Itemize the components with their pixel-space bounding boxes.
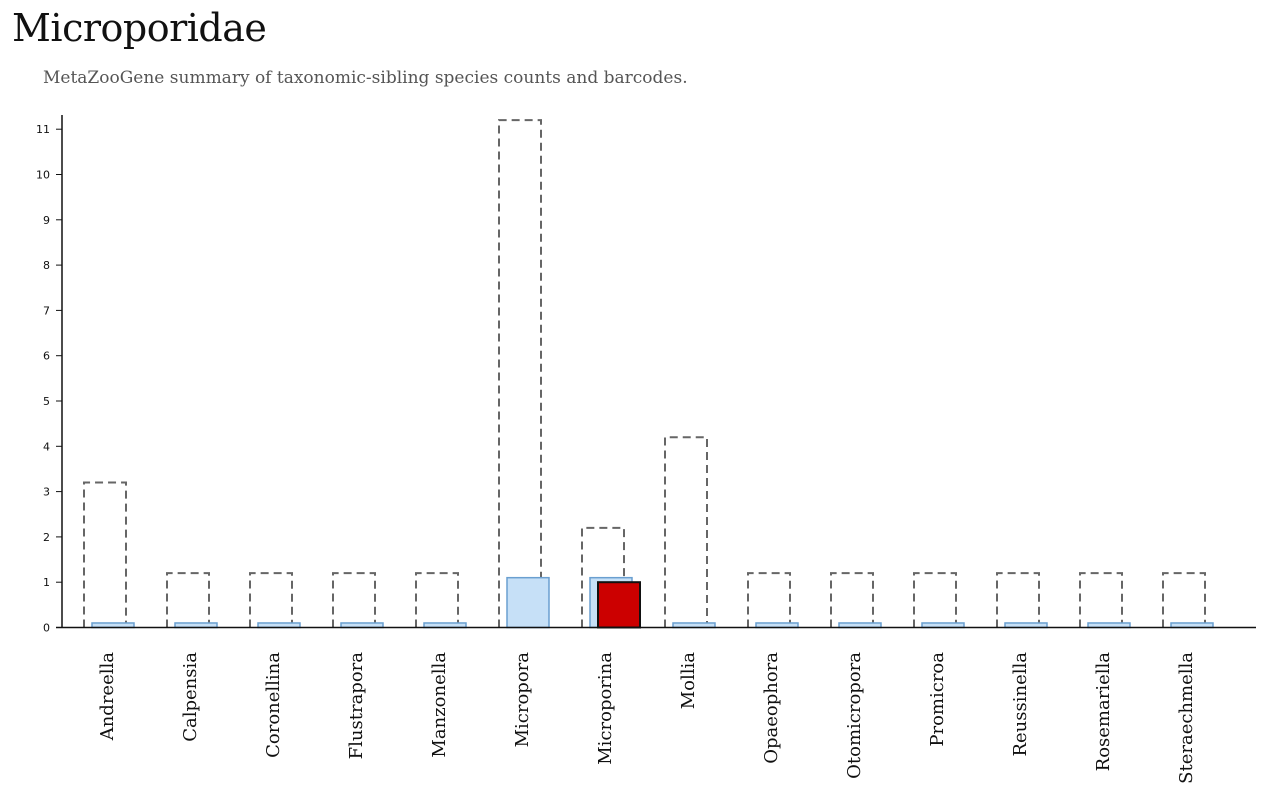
species-bar-rosemariella	[1079, 572, 1123, 628]
axes-layer	[56, 115, 1256, 629]
y-tick-label-6: 6	[43, 350, 50, 363]
y-tick-label-1: 1	[43, 576, 50, 589]
category-label-reussinella: Reussinella	[1010, 652, 1031, 757]
species-bar-flustrapora	[332, 572, 376, 628]
category-label-mollia: Mollia	[678, 652, 699, 710]
y-tick-label-8: 8	[43, 259, 50, 272]
species-bar-andreella	[83, 481, 127, 628]
y-tick-label-2: 2	[43, 531, 50, 544]
y-tick-label-7: 7	[43, 304, 50, 317]
species-bar-otomicropora	[830, 572, 874, 628]
category-label-calpensia: Calpensia	[180, 652, 201, 742]
species-bar-manzonella	[415, 572, 459, 628]
category-label-promicroa: Promicroa	[927, 652, 948, 747]
category-label-rosemariella: Rosemariella	[1093, 652, 1114, 772]
species-bar-promicroa	[913, 572, 957, 628]
category-label-otomicropora: Otomicropora	[844, 652, 865, 779]
page-subtitle: MetaZooGene summary of taxonomic-sibling…	[43, 68, 688, 88]
x-labels-layer: Andreella Calpensia Coronellina Flustrapora…	[97, 652, 1197, 784]
species-bar-steraechmella	[1162, 572, 1206, 628]
species-bar-coronellina	[249, 572, 293, 628]
bars-layer	[83, 119, 1214, 629]
species-bar-reussinella	[996, 572, 1040, 628]
species-bar-opaeophora	[747, 572, 791, 628]
category-label-microporina: Microporina	[595, 652, 616, 765]
category-label-flustrapora: Flustrapora	[346, 652, 367, 760]
y-tick-label-5: 5	[43, 395, 50, 408]
category-label-steraechmella: Steraechmella	[1176, 652, 1197, 784]
category-label-micropora: Micropora	[512, 652, 533, 748]
highlight-bar-microporina	[597, 581, 641, 629]
species-bar-mollia	[664, 436, 708, 628]
category-label-opaeophora: Opaeophora	[761, 652, 782, 764]
species-bar-microporina	[581, 526, 625, 628]
y-tick-label-9: 9	[43, 214, 50, 227]
category-label-andreella: Andreella	[97, 652, 118, 742]
y-tick-label-4: 4	[43, 440, 50, 453]
category-label-manzonella: Manzonella	[429, 652, 450, 758]
y-ticks-layer: 0 1 2 3 4 5 6 7 8 9 10 11	[36, 123, 62, 635]
y-tick-label-11: 11	[36, 123, 50, 136]
species-bar-micropora	[498, 119, 542, 628]
category-label-coronellina: Coronellina	[263, 652, 284, 758]
y-tick-label-10: 10	[36, 169, 50, 182]
barcode-bar-micropora	[506, 576, 550, 629]
species-bar-calpensia	[166, 572, 210, 628]
y-tick-label-0: 0	[43, 622, 50, 635]
y-tick-label-3: 3	[43, 486, 50, 499]
page-title: Microporidae	[12, 6, 267, 50]
